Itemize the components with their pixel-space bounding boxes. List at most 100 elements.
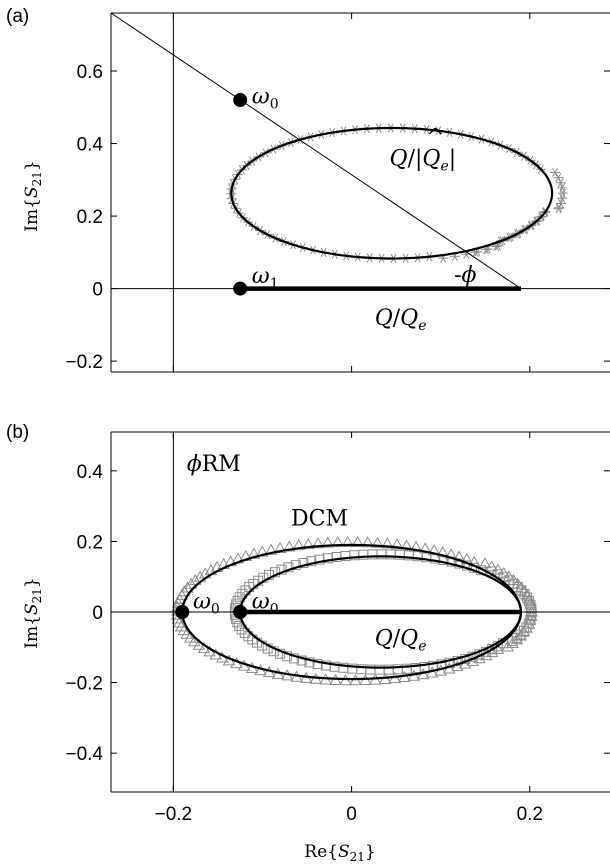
panel-a-ylabel: Im{S21} — [22, 160, 44, 231]
panel-a-fit-circle — [230, 126, 554, 260]
data-point-phirm — [292, 539, 305, 551]
data-point-phirm — [501, 640, 515, 652]
panel-a-q-over-qe-label: Q/Qe — [375, 306, 427, 334]
data-point-dcm — [523, 618, 534, 629]
panel-a-label: (a) — [6, 6, 29, 27]
data-point-phirm — [188, 635, 201, 647]
series-label-phirm: ϕRM — [187, 452, 241, 477]
data-point-phirm — [331, 536, 345, 548]
data-point-phirm — [371, 536, 384, 548]
panel-b-ytick-label: −0.2 — [65, 674, 103, 695]
panel-a-data-markers — [226, 123, 568, 264]
panel-b-lines — [111, 432, 610, 792]
data-point-dcm — [481, 646, 492, 657]
panel-b-ytick-label: −0.4 — [65, 744, 103, 765]
data-point-dcm — [298, 558, 309, 569]
data-point-phirm — [273, 541, 287, 553]
data-point-phirm — [264, 543, 278, 555]
panel-b-q-over-qe-label: Q/Qe — [375, 627, 427, 655]
panel-b-xtick-label: 0 — [346, 804, 357, 825]
data-point-dcm — [281, 651, 292, 662]
panel-b-ytick-label: 0.2 — [77, 532, 103, 553]
panel-a-q-over-abs-qe-label: Q/|Qe| — [390, 146, 457, 174]
panel-a-lines — [110, 12, 610, 372]
panel-a-ytick-label: 0 — [92, 280, 103, 301]
data-point-dcm — [270, 567, 281, 578]
data-point-asterisk — [557, 183, 568, 193]
panel-b-xlabel: Re{S21} — [304, 842, 375, 864]
panel-a-diagonal-line — [110, 12, 522, 290]
panel-b-label: (b) — [6, 422, 29, 443]
panel-b: (b) −0.4 −0.2 0 0.2 0.4 −0.2 0 0.2 Im{S21} Re{S… — [6, 422, 610, 864]
panel-b-ytick-label: 0 — [92, 603, 103, 624]
data-point-dcm — [296, 655, 307, 666]
panel-b-ylabel: Im{S21} — [22, 577, 44, 648]
data-point-dcm — [519, 588, 530, 599]
data-point-phirm — [478, 557, 492, 569]
data-point-phirm — [351, 535, 364, 547]
series-label-dcm: DCM — [291, 507, 348, 532]
data-point-dcm — [306, 556, 317, 567]
data-point-dcm — [289, 653, 300, 664]
data-point-asterisk — [554, 203, 564, 213]
data-point-phirm — [341, 535, 354, 547]
panel-b-omega0-label-phirm: ω0 — [193, 589, 220, 617]
data-point-dcm — [322, 553, 333, 564]
panel-b-point-omega0-phirm — [175, 605, 190, 619]
data-point-dcm — [454, 558, 465, 569]
data-point-dcm — [283, 562, 294, 573]
panel-a-hat-mark: ^ — [426, 125, 444, 150]
panel-b-ytick-label: 0.4 — [77, 462, 104, 483]
panel-a-ytick-label: −0.2 — [65, 352, 103, 373]
data-point-phirm — [390, 538, 404, 550]
panel-b-ylabel-text: Im{S21} — [22, 577, 44, 648]
data-point-dcm — [511, 632, 522, 643]
panel-a-ylabel-text: Im{S21} — [22, 160, 44, 231]
data-point-phirm — [321, 536, 335, 548]
data-point-asterisk — [550, 167, 560, 178]
data-point-dcm — [525, 614, 536, 625]
panel-b-xtick-label: −0.2 — [155, 804, 193, 825]
panel-b-point-omega0-dcm — [233, 605, 248, 619]
data-point-phirm — [283, 540, 296, 552]
panel-a-neg-phi-label: -ϕ — [454, 263, 476, 288]
data-point-dcm — [521, 622, 532, 633]
panel-a-ytick-label: 0.2 — [77, 207, 103, 228]
data-point-dcm — [452, 655, 463, 666]
panel-a-axes-frame — [110, 12, 610, 373]
panel-a: (a) −0.200.20.40.6 Im{S21} ω0 ω1 Q/|Qe| … — [6, 6, 610, 373]
data-point-dcm — [526, 603, 537, 614]
data-point-phirm — [311, 537, 325, 549]
panel-a-point-omega1 — [233, 281, 248, 296]
data-point-phirm — [302, 537, 315, 550]
data-point-dcm — [304, 657, 315, 668]
panel-b-ticks: −0.4 −0.2 0 0.2 0.4 −0.2 0 0.2 — [65, 432, 610, 825]
data-point-phirm — [381, 537, 394, 549]
data-point-dcm — [312, 659, 323, 670]
data-point-asterisk — [557, 188, 568, 198]
panel-a-ytick-label: 0.6 — [77, 62, 103, 83]
data-point-phirm — [173, 592, 186, 604]
data-point-dcm — [503, 575, 514, 586]
panel-a-omega1-label: ω1 — [252, 264, 279, 292]
data-point-dcm — [268, 646, 279, 657]
data-point-dcm — [525, 599, 536, 610]
panel-a-ticks: −0.2 0 0.2 0.4 0.6 — [65, 13, 610, 373]
data-point-dcm — [290, 560, 301, 571]
panel-a-omega0-label: ω0 — [252, 85, 279, 113]
data-point-phirm — [256, 545, 269, 557]
data-point-dcm — [515, 629, 526, 640]
data-point-dcm — [522, 592, 533, 603]
panel-a-point-omega0 — [233, 93, 248, 108]
data-point-dcm — [314, 554, 325, 565]
data-point-phirm — [427, 544, 441, 556]
panel-b-xtick-label: 0.2 — [517, 804, 543, 825]
data-point-dcm — [516, 585, 527, 596]
data-point-phirm — [361, 536, 374, 548]
data-point-dcm — [275, 648, 286, 659]
panel-b-omega0-label-dcm: ω0 — [252, 589, 279, 617]
data-point-phirm — [400, 539, 413, 551]
data-point-phirm — [184, 631, 197, 643]
data-point-phirm — [515, 581, 528, 593]
